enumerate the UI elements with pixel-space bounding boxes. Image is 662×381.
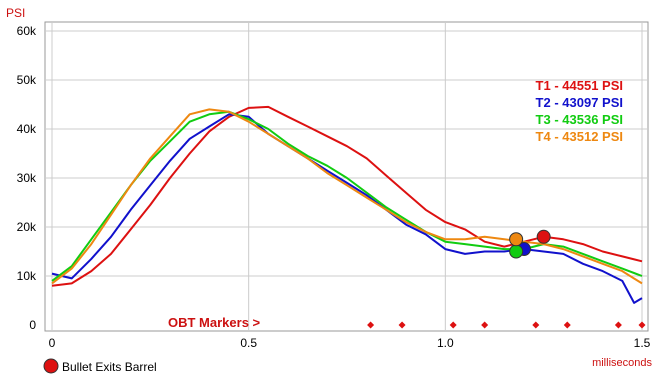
legend: T1 - 44551 PSI T2 - 43097 PSI T3 - 43536 P… bbox=[536, 78, 623, 144]
x-tick-label: 0.5 bbox=[240, 336, 257, 350]
bullet-exit-legend-icon bbox=[43, 358, 59, 374]
x-tick-label: 1.0 bbox=[437, 336, 454, 350]
y-axis-label: PSI bbox=[6, 6, 25, 20]
legend-entry-t2: T2 - 43097 PSI bbox=[536, 95, 623, 110]
y-tick-label: 50k bbox=[17, 73, 37, 87]
obt-markers-label: OBT Markers > bbox=[168, 315, 261, 330]
legend-entry-t1: T1 - 44551 PSI bbox=[536, 78, 623, 93]
legend-entry-t3: T3 - 43536 PSI bbox=[536, 112, 623, 127]
obt-marker bbox=[638, 321, 646, 329]
series-line-t4 bbox=[51, 108, 643, 285]
x-tick-label: 1.5 bbox=[634, 336, 651, 350]
obt-marker bbox=[398, 321, 406, 329]
exit-marker-t3 bbox=[509, 244, 524, 259]
obt-marker bbox=[563, 321, 571, 329]
y-tick-label: 40k bbox=[17, 122, 37, 136]
obt-markers bbox=[367, 321, 646, 329]
x-axis-label: milliseconds bbox=[592, 357, 652, 369]
exit-marker-t1 bbox=[536, 229, 551, 244]
y-tick-label: 20k bbox=[17, 220, 37, 234]
axes: 0 10k 20k 30k 40k 50k 60k 0 0.5 1.0 1.5 bbox=[17, 24, 651, 350]
obt-marker bbox=[481, 321, 489, 329]
x-tick-label: 0 bbox=[49, 336, 56, 350]
bullet-exit-legend-label: Bullet Exits Barrel bbox=[62, 360, 157, 374]
y-tick-label: 60k bbox=[17, 24, 37, 38]
y-tick-label: 30k bbox=[17, 171, 37, 185]
y-tick-label: 0 bbox=[29, 318, 36, 332]
legend-entry-t4: T4 - 43512 PSI bbox=[536, 129, 623, 144]
obt-marker bbox=[532, 321, 540, 329]
exit-marker-t4 bbox=[509, 232, 524, 247]
obt-marker bbox=[367, 321, 375, 329]
plot-area bbox=[44, 21, 649, 332]
obt-marker bbox=[614, 321, 622, 329]
y-tick-label: 10k bbox=[17, 269, 37, 283]
exit-markers bbox=[509, 229, 551, 259]
obt-marker bbox=[449, 321, 457, 329]
series-line-t2 bbox=[51, 113, 643, 304]
